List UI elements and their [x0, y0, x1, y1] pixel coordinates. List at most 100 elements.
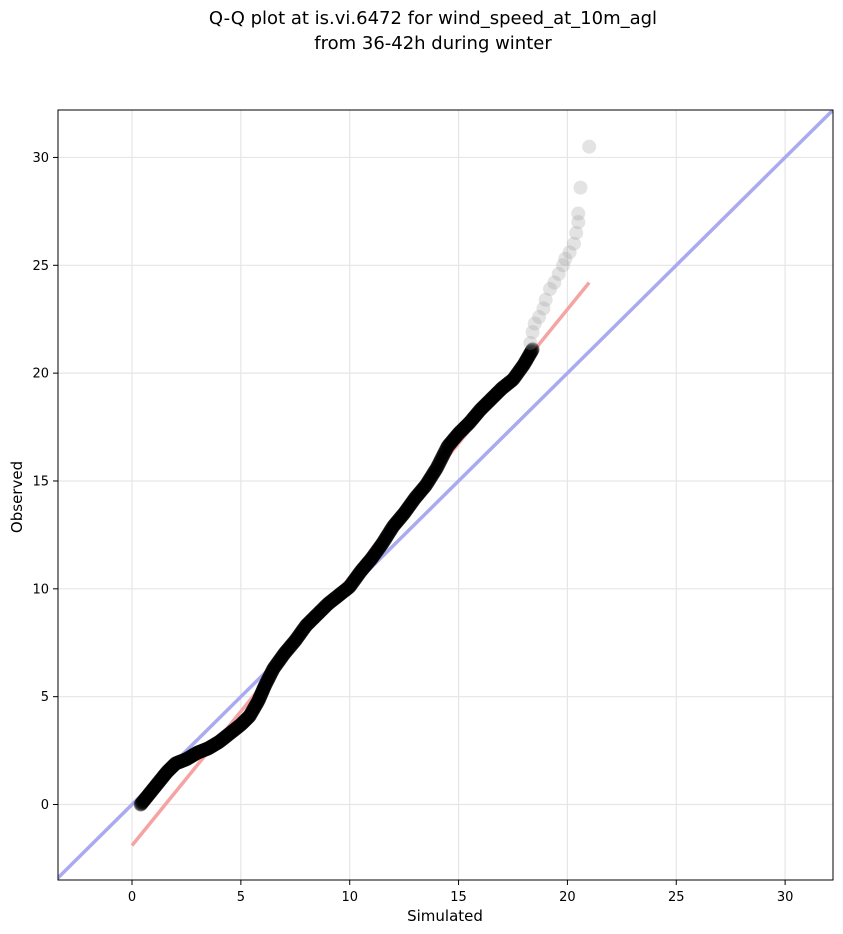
quantile-point — [464, 412, 479, 427]
quantile-point — [506, 371, 521, 386]
quantile-point — [236, 714, 251, 729]
tail-point — [582, 139, 597, 154]
quantile-point — [354, 563, 369, 578]
quantile-point — [167, 757, 182, 772]
y-axis-ticks: 0 5 10 15 20 25 30 — [32, 151, 58, 813]
quantile-point — [400, 502, 415, 517]
quantile-point — [370, 543, 385, 557]
quantile-point — [446, 432, 461, 447]
quantile-point — [335, 585, 350, 600]
quantile-point — [505, 373, 520, 388]
quantile-point — [312, 605, 327, 620]
quantile-point — [441, 438, 456, 453]
quantile-point — [460, 418, 475, 433]
quantile-point — [493, 382, 508, 397]
y-tick-label: 15 — [32, 474, 49, 489]
quantile-point — [162, 762, 177, 777]
quantile-point — [257, 679, 272, 694]
quantile-point — [233, 718, 248, 733]
quantile-point — [224, 725, 239, 740]
quantile-point — [251, 692, 266, 707]
quantile-point — [220, 728, 235, 743]
quantile-point — [316, 601, 331, 616]
quantile-point — [504, 373, 519, 388]
quantile-point — [455, 422, 470, 437]
quantile-point — [436, 448, 451, 463]
quantile-point — [477, 398, 492, 413]
y-tick-label: 30 — [32, 151, 49, 166]
quantile-point — [236, 715, 251, 730]
quantile-point — [487, 388, 502, 403]
quantile-point — [416, 481, 431, 496]
quantile-point — [309, 608, 324, 623]
quantile-point — [341, 580, 356, 595]
quantile-point — [183, 749, 198, 764]
quantile-point — [435, 450, 450, 465]
quantile-point — [304, 613, 319, 628]
quantile-point — [334, 585, 349, 600]
quantile-point — [389, 515, 404, 530]
quantile-point — [173, 754, 188, 769]
quantile-point — [240, 710, 255, 725]
quantile-point — [299, 618, 314, 633]
quantile-point — [445, 433, 460, 448]
quantile-point — [234, 717, 249, 732]
quantile-point — [323, 595, 338, 610]
tail-point — [538, 292, 553, 307]
quantile-point — [180, 751, 195, 766]
quantile-point — [150, 776, 165, 791]
quantile-point — [136, 793, 151, 808]
quantile-point — [423, 470, 438, 485]
quantile-point — [317, 600, 332, 615]
quantile-point — [243, 708, 258, 722]
quantile-point — [471, 404, 486, 419]
quantile-point — [253, 689, 268, 704]
quantile-point — [331, 588, 346, 603]
quantile-point — [359, 557, 374, 572]
quantile-point — [187, 747, 202, 762]
quantile-point — [467, 409, 482, 424]
quantile-point — [404, 495, 419, 510]
tail-point — [566, 236, 581, 251]
quantile-point — [214, 733, 229, 748]
quantile-point — [250, 696, 265, 711]
quantile-point — [434, 451, 449, 466]
quantile-point — [338, 583, 353, 598]
quantile-point — [277, 646, 292, 661]
quantile-point — [154, 772, 169, 787]
quantile-point — [457, 421, 472, 436]
quantile-point — [383, 524, 398, 539]
quantile-point — [377, 532, 392, 547]
quantile-point — [305, 612, 320, 627]
quantile-point — [281, 641, 296, 656]
quantile-point — [153, 773, 168, 788]
quantile-point — [406, 493, 421, 508]
quantile-point — [155, 770, 170, 785]
quantile-point — [492, 383, 507, 398]
quantile-point — [265, 664, 280, 679]
quantile-point — [380, 529, 395, 544]
quantile-point — [403, 497, 418, 512]
quantile-point — [380, 527, 395, 542]
quantile-point — [328, 590, 343, 605]
quantile-point — [289, 631, 304, 646]
quantile-point — [182, 750, 197, 765]
quantile-point — [481, 395, 496, 410]
quantile-point — [164, 760, 179, 775]
grid — [58, 110, 833, 880]
quantile-point — [401, 500, 416, 515]
quantile-point — [470, 406, 485, 421]
quantile-point — [262, 670, 277, 685]
quantile-point — [240, 711, 255, 726]
quantile-point — [346, 574, 361, 589]
quantile-point — [348, 571, 363, 586]
tail-point — [569, 225, 584, 240]
quantile-point — [303, 613, 318, 628]
tail-point — [525, 325, 540, 340]
quantile-point — [190, 745, 205, 760]
quantile-point — [177, 753, 192, 768]
quantile-point — [349, 569, 364, 584]
quantile-point — [223, 725, 238, 740]
quantile-point — [199, 742, 214, 757]
quantile-point — [156, 769, 171, 784]
